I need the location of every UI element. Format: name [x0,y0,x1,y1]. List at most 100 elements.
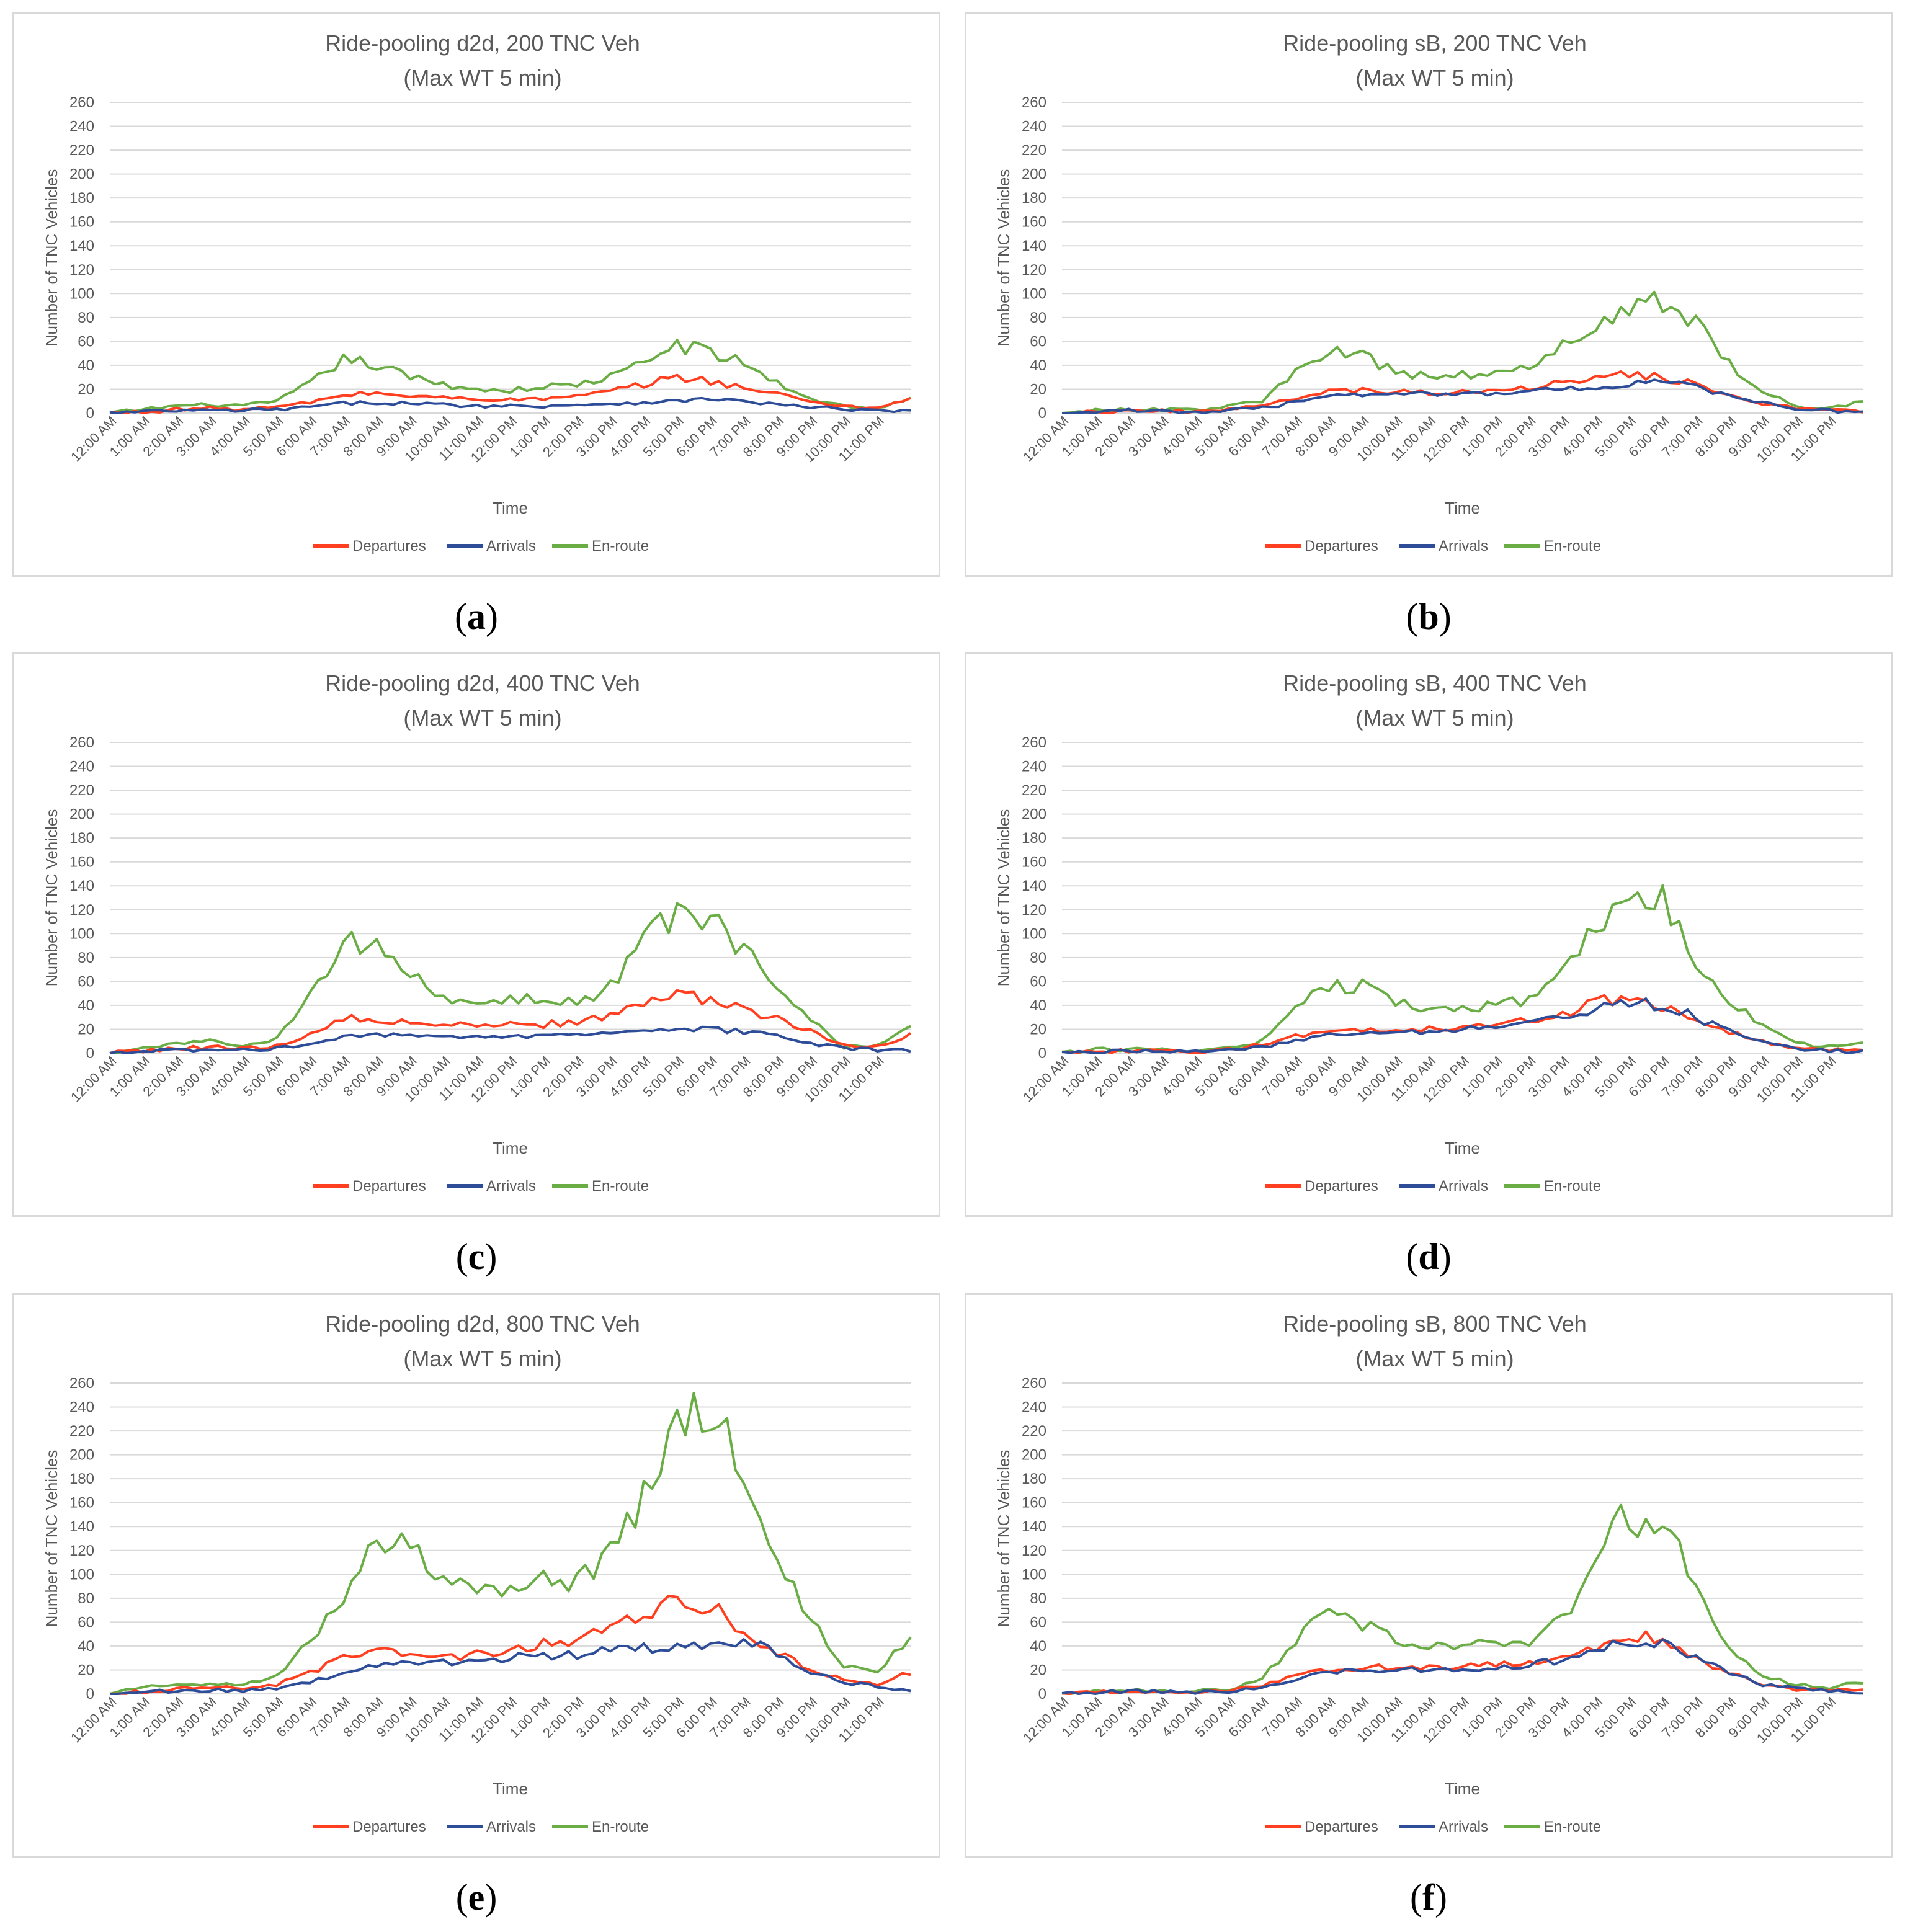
chart-subtitle: (Max WT 5 min) [1355,65,1514,91]
y-tick-label: 100 [1022,925,1046,942]
y-axis-label: Number of TNC Vehicles [42,1450,61,1627]
chart-panel-a: Ride-pooling d2d, 200 TNC Veh (Max WT 5 m… [12,12,940,637]
y-tick-label: 80 [78,1590,94,1607]
x-axis-label: Time [493,499,528,517]
chart-frame [965,12,1893,577]
y-tick-label: 100 [69,285,94,302]
y-tick-label: 120 [69,1542,94,1559]
line-chart: Ride-pooling sB, 400 TNC Veh (Max WT 5 mi… [965,652,1893,1217]
y-tick-label: 220 [69,1423,94,1440]
line-chart: Ride-pooling d2d, 400 TNC Veh (Max WT 5 m… [12,652,940,1217]
y-tick-label: 60 [78,973,94,990]
y-tick-label: 180 [1022,1471,1046,1487]
panel-caption: (c) [455,1236,497,1277]
y-tick-label: 100 [69,1566,94,1583]
chart-subtitle: (Max WT 5 min) [403,65,561,91]
y-tick-label: 180 [1022,190,1046,207]
y-tick-label: 140 [69,878,94,894]
y-tick-label: 100 [1022,1566,1046,1583]
series-line-arrivals [1061,1638,1863,1695]
legend-label: En-route [1544,538,1601,554]
y-tick-label: 20 [78,1662,94,1678]
panel-caption-letter: a [467,596,486,637]
chart-title: Ride-pooling d2d, 800 TNC Veh [325,1311,640,1337]
series-line-arrivals [110,1638,911,1695]
legend-label: Arrivals [1439,1818,1488,1835]
y-tick-label: 100 [69,925,94,942]
y-tick-label: 120 [69,262,94,278]
y-tick-label: 260 [1022,94,1046,111]
legend-label: Departures [1305,538,1378,554]
legend-label: Departures [352,538,426,554]
chart-panel-f: Ride-pooling sB, 800 TNC Veh (Max WT 5 mi… [965,1293,1893,1918]
chart-subtitle: (Max WT 5 min) [1355,1346,1514,1371]
chart-panel-b: Ride-pooling sB, 200 TNC Veh (Max WT 5 mi… [965,12,1893,637]
legend-label: Departures [352,1818,426,1835]
y-tick-label: 80 [1030,950,1046,966]
legend-label: Departures [352,1178,426,1195]
y-tick-label: 100 [1022,285,1046,302]
chart-title: Ride-pooling sB, 400 TNC Veh [1283,670,1587,696]
y-tick-label: 80 [1030,309,1046,326]
y-tick-label: 260 [1022,734,1046,751]
panel-caption: (b) [1406,596,1452,637]
y-tick-label: 220 [1022,1423,1046,1440]
series-line-departures [109,373,911,414]
y-tick-label: 140 [1022,238,1046,254]
y-tick-label: 180 [1022,830,1046,847]
legend-label: Arrivals [486,1818,536,1835]
series-line-en-route [1061,1503,1863,1695]
legend-label: En-route [592,538,649,554]
y-tick-label: 180 [69,1471,94,1487]
y-tick-label: 260 [69,1375,94,1392]
y-tick-label: 20 [78,381,94,398]
chart-subtitle: (Max WT 5 min) [403,705,561,731]
series-line-arrivals [1061,997,1863,1054]
y-tick-label: 80 [78,950,94,966]
y-tick-label: 40 [78,997,94,1014]
chart-panel-d: Ride-pooling sB, 400 TNC Veh (Max WT 5 mi… [965,652,1893,1277]
y-axis-label: Number of TNC Vehicles [42,809,61,987]
panel-caption-letter: f [1422,1877,1435,1918]
series-line-arrivals [109,1025,911,1054]
panel-caption-letter: d [1418,1236,1439,1277]
y-tick-label: 60 [1030,973,1046,990]
y-tick-label: 120 [69,902,94,919]
chart-frame [12,652,940,1217]
y-tick-label: 60 [1030,1614,1046,1631]
chart-panel-e: Ride-pooling d2d, 800 TNC Veh (Max WT 5 m… [12,1293,940,1918]
series-line-arrivals [1062,378,1863,414]
y-tick-label: 20 [1030,1662,1046,1678]
y-tick-label: 0 [1038,1045,1046,1062]
chart-frame [12,1293,940,1858]
legend-label: En-route [592,1818,649,1835]
y-tick-label: 200 [69,166,94,183]
chart-title: Ride-pooling sB, 200 TNC Veh [1283,30,1587,56]
y-tick-label: 120 [1022,902,1046,919]
x-axis-label: Time [1445,1779,1480,1798]
series-line-en-route [109,1392,912,1695]
y-tick-label: 60 [78,333,94,350]
chart-frame [965,1293,1893,1858]
chart-panel-c: Ride-pooling d2d, 400 TNC Veh (Max WT 5 m… [12,652,940,1277]
x-axis-label: Time [493,1139,528,1157]
y-tick-label: 140 [69,238,94,254]
y-tick-label: 80 [1030,1590,1046,1607]
y-tick-label: 40 [1030,357,1046,374]
x-axis-label: Time [1445,499,1480,517]
y-tick-label: 0 [86,405,94,422]
y-tick-label: 240 [1022,1399,1046,1416]
series-line-en-route [109,339,911,414]
legend-label: Arrivals [1439,1178,1488,1195]
y-tick-label: 0 [1038,405,1046,422]
chart-subtitle: (Max WT 5 min) [403,1346,561,1371]
legend-label: Departures [1305,1818,1378,1835]
panel-caption: (f) [1410,1877,1447,1918]
panel-caption-letter: c [468,1236,485,1277]
y-tick-label: 0 [86,1045,94,1062]
chart-title: Ride-pooling sB, 800 TNC Veh [1283,1311,1587,1337]
y-tick-label: 60 [78,1614,94,1631]
y-tick-label: 140 [1022,878,1046,894]
y-tick-label: 240 [69,759,94,775]
y-axis-label: Number of TNC Vehicles [994,809,1013,987]
